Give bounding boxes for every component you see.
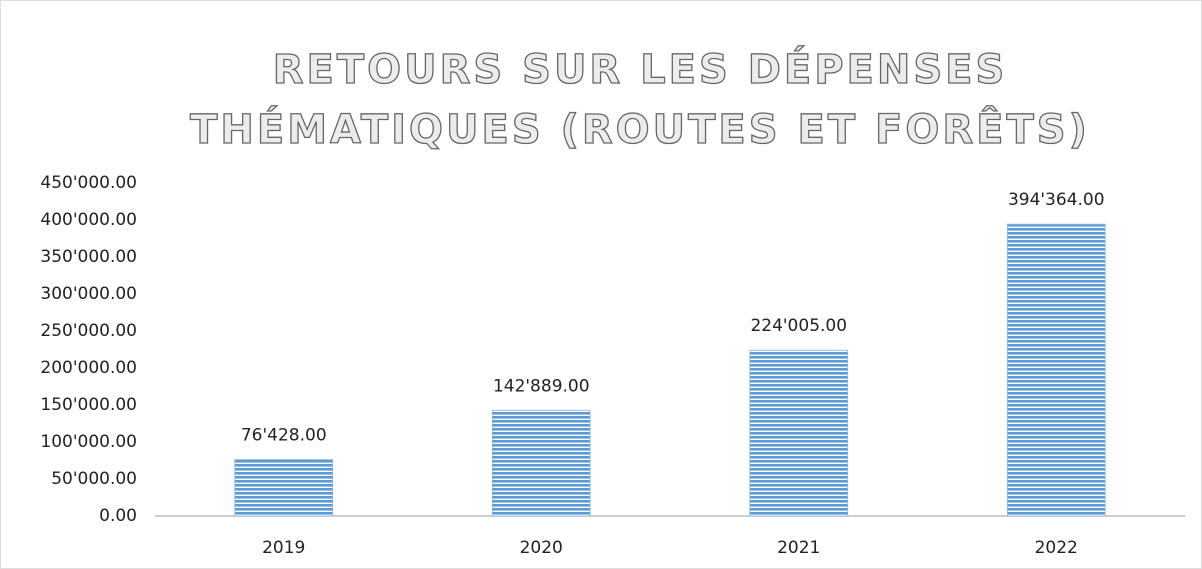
- x-tick-label: 2019: [262, 538, 305, 558]
- bar: [234, 459, 334, 517]
- y-tick-label: 400'000.00: [40, 210, 137, 230]
- y-tick-label: 0.00: [99, 506, 137, 526]
- data-label: 142'889.00: [493, 376, 590, 396]
- chart-title: RETOURS SUR LES DÉPENSES: [273, 45, 1008, 93]
- x-tick-label: 2022: [1035, 538, 1078, 558]
- bar: [1006, 223, 1106, 517]
- y-tick-label: 250'000.00: [40, 321, 137, 341]
- y-tick-label: 100'000.00: [40, 432, 137, 452]
- x-tick-label: 2020: [520, 538, 563, 558]
- y-tick-label: 350'000.00: [40, 247, 137, 267]
- bar: [749, 349, 849, 517]
- y-tick-label: 150'000.00: [40, 395, 137, 415]
- x-tick-label: 2021: [777, 538, 820, 558]
- data-label: 76'428.00: [241, 425, 327, 445]
- data-label: 224'005.00: [750, 316, 847, 336]
- y-tick-label: 450'000.00: [40, 173, 137, 193]
- data-label: 394'364.00: [1008, 190, 1105, 210]
- bar: [491, 409, 591, 517]
- y-tick-label: 50'000.00: [51, 469, 137, 489]
- chart-title: THÉMATIQUES (ROUTES ET FORÊTS): [190, 105, 1090, 153]
- y-tick-label: 200'000.00: [40, 358, 137, 378]
- y-tick-label: 300'000.00: [40, 284, 137, 304]
